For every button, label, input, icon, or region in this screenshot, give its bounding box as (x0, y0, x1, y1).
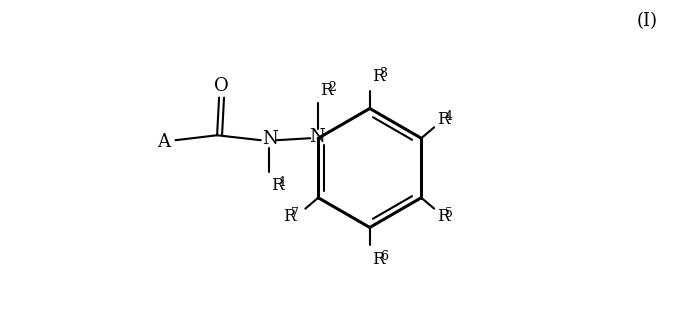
Text: 4: 4 (445, 110, 453, 123)
Text: 3: 3 (380, 67, 387, 80)
Text: R: R (321, 82, 333, 99)
Text: A: A (157, 133, 170, 151)
Text: (I): (I) (637, 12, 658, 30)
Text: 6: 6 (380, 250, 387, 263)
Text: O: O (213, 77, 228, 95)
Text: R: R (437, 208, 449, 225)
Text: 7: 7 (291, 207, 299, 220)
Text: N: N (262, 130, 278, 148)
Text: 5: 5 (445, 207, 453, 220)
Text: 1: 1 (278, 176, 286, 190)
Text: R: R (437, 111, 449, 128)
Text: R: R (284, 208, 296, 225)
Text: R: R (271, 177, 283, 194)
Text: 2: 2 (328, 81, 336, 94)
Text: R: R (372, 251, 384, 268)
Text: N: N (310, 128, 325, 146)
Text: R: R (372, 68, 384, 85)
